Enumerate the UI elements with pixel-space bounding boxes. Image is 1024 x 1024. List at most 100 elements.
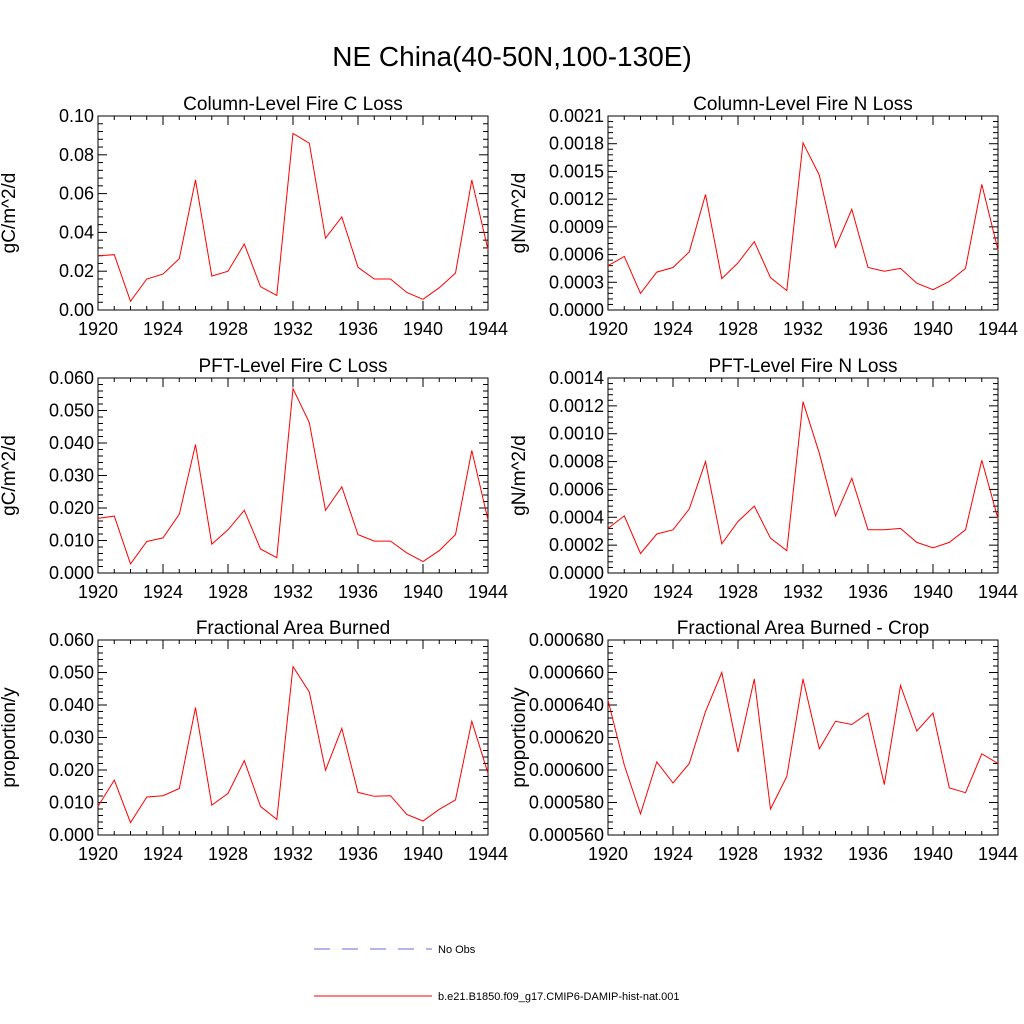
y-tick-label: 0.0000 <box>549 563 604 583</box>
x-tick-label: 1940 <box>403 319 443 339</box>
x-tick-label: 1944 <box>978 582 1018 602</box>
y-axis-label: gC/m^2/d <box>0 435 20 516</box>
x-tick-label: 1944 <box>468 319 508 339</box>
y-tick-label: 0.0015 <box>549 161 604 181</box>
series-line <box>97 132 489 303</box>
x-tick-label: 1928 <box>208 582 248 602</box>
y-tick-label: 0.000560 <box>529 825 604 845</box>
x-tick-label: 1932 <box>273 319 313 339</box>
x-tick-label: 1932 <box>273 844 313 864</box>
x-tick-label: 1932 <box>273 582 313 602</box>
y-tick-label: 0.02 <box>59 261 94 281</box>
y-axis-label: proportion/y <box>509 687 530 788</box>
plot-frame <box>97 377 489 574</box>
panel-title: Fractional Area Burned <box>196 618 390 639</box>
x-tick-label: 1928 <box>208 319 248 339</box>
panel-3: PFT-Level Fire C Loss gC/m^2/d 1920 1924 192… <box>0 356 508 602</box>
y-tick-label: 0.040 <box>49 433 94 453</box>
x-tick-label: 1936 <box>338 319 378 339</box>
y-tick-label: 0.060 <box>49 630 94 650</box>
x-tick-label: 1944 <box>468 844 508 864</box>
x-tick-label: 1940 <box>913 319 953 339</box>
x-tick-label: 1928 <box>718 844 758 864</box>
panel-title: Column-Level Fire C Loss <box>183 94 403 115</box>
x-tick-label: 1924 <box>143 319 183 339</box>
figure-title: NE China(40-50N,100-130E) <box>332 41 692 72</box>
y-tick-label: 0.040 <box>49 695 94 715</box>
y-tick-label: 0.00 <box>59 300 94 320</box>
y-axis-label: gN/m^2/d <box>509 173 530 254</box>
x-tick-label: 1928 <box>208 844 248 864</box>
y-axis-label: proportion/y <box>0 687 20 788</box>
y-tick-label: 0.030 <box>49 466 94 486</box>
y-tick-label: 0.030 <box>49 728 94 748</box>
x-tick-label: 1920 <box>78 582 118 602</box>
x-tick-label: 1924 <box>653 582 693 602</box>
x-tick-label: 1920 <box>78 844 118 864</box>
y-tick-label: 0.08 <box>59 145 94 165</box>
y-tick-label: 0.0002 <box>549 535 604 555</box>
panel-title: PFT-Level Fire N Loss <box>709 356 898 377</box>
panels: Column-Level Fire C Loss gC/m^2/d 1920 1924… <box>0 94 1018 864</box>
y-tick-label: 0.010 <box>49 531 94 551</box>
panel-5: Fractional Area Burned proportion/y 1920 19… <box>0 618 508 864</box>
legend-label-no-obs: No Obs <box>438 944 476 956</box>
legend-label-model: b.e21.B1850.f09_g17.CMIP6-DAMIP-hist-nat… <box>438 991 680 1003</box>
panel-4: PFT-Level Fire N Loss gN/m^2/d 1920 1924 192… <box>509 356 1018 602</box>
x-tick-label: 1940 <box>403 582 443 602</box>
y-tick-label: 0.0018 <box>549 134 604 154</box>
series-line <box>607 670 999 816</box>
x-tick-label: 1936 <box>338 844 378 864</box>
x-tick-label: 1944 <box>468 582 508 602</box>
plot-frame <box>607 639 999 836</box>
x-tick-label: 1928 <box>718 582 758 602</box>
y-tick-label: 0.060 <box>49 368 94 388</box>
x-tick-label: 1940 <box>913 844 953 864</box>
plot-frame <box>97 639 489 836</box>
y-tick-label: 0.0000 <box>549 300 604 320</box>
x-tick-label: 1932 <box>783 582 823 602</box>
y-tick-label: 0.0014 <box>549 368 604 388</box>
y-tick-label: 0.000600 <box>529 760 604 780</box>
y-tick-label: 0.000680 <box>529 630 604 650</box>
panel-6: Fractional Area Burned - Crop proportion/… <box>509 618 1018 864</box>
series-line <box>607 141 999 295</box>
y-tick-label: 0.000 <box>49 825 94 845</box>
legend: No Obs b.e21.B1850.f09_g17.CMIP6-DAMIP-h… <box>314 944 680 1003</box>
y-tick-label: 0.06 <box>59 184 94 204</box>
x-tick-label: 1928 <box>718 319 758 339</box>
y-tick-label: 0.0006 <box>549 245 604 265</box>
y-tick-label: 0.000580 <box>529 793 604 813</box>
y-tick-label: 0.0004 <box>549 507 604 527</box>
y-axis-label: gN/m^2/d <box>509 435 530 516</box>
plot-frame <box>607 377 999 574</box>
y-tick-label: 0.020 <box>49 498 94 518</box>
y-tick-label: 0.050 <box>49 401 94 421</box>
x-tick-label: 1920 <box>78 319 118 339</box>
x-tick-label: 1932 <box>783 319 823 339</box>
x-tick-label: 1924 <box>143 582 183 602</box>
plot-frame <box>97 115 489 311</box>
panel-title: PFT-Level Fire C Loss <box>199 356 388 377</box>
panel-1: Column-Level Fire C Loss gC/m^2/d 1920 1924… <box>0 94 508 339</box>
y-tick-label: 0.000640 <box>529 695 604 715</box>
x-tick-label: 1944 <box>978 844 1018 864</box>
y-tick-label: 0.0012 <box>549 189 604 209</box>
y-tick-label: 0.020 <box>49 760 94 780</box>
x-tick-label: 1920 <box>588 319 628 339</box>
x-tick-label: 1936 <box>848 319 888 339</box>
y-tick-label: 0.050 <box>49 663 94 683</box>
y-tick-label: 0.000 <box>49 563 94 583</box>
x-tick-label: 1936 <box>848 844 888 864</box>
x-tick-label: 1940 <box>403 844 443 864</box>
panel-2: Column-Level Fire N Loss gN/m^2/d 1920 1924… <box>509 94 1018 339</box>
y-tick-label: 0.10 <box>59 106 94 126</box>
y-tick-label: 0.0010 <box>549 424 604 444</box>
y-tick-label: 0.0021 <box>549 106 604 126</box>
y-tick-label: 0.000660 <box>529 663 604 683</box>
y-tick-label: 0.0008 <box>549 452 604 472</box>
series-line <box>97 665 489 824</box>
x-tick-label: 1920 <box>588 582 628 602</box>
